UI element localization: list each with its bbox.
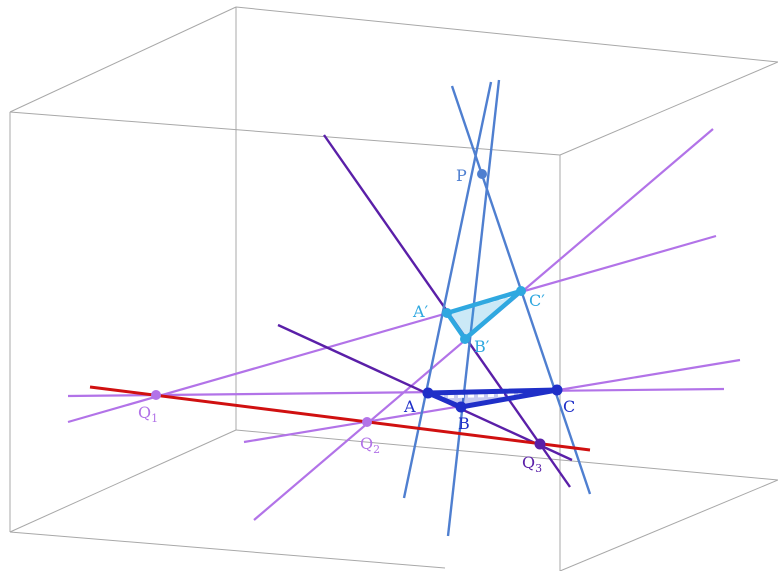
label-q3-base: Q xyxy=(522,453,535,472)
label-q3-sub: 3 xyxy=(535,462,542,475)
label-p: P xyxy=(456,166,467,185)
point-q1 xyxy=(151,390,161,400)
box-edge xyxy=(559,61,778,156)
triangle-abc-dash xyxy=(437,392,546,399)
box-edge xyxy=(559,479,778,571)
label-b: B xyxy=(458,414,470,433)
label-c: C xyxy=(563,397,575,416)
box-edge xyxy=(235,429,778,481)
violet-line xyxy=(67,234,717,424)
point-b xyxy=(455,401,467,413)
box-edge xyxy=(9,531,446,569)
label-a-prime: A′ xyxy=(412,302,429,321)
violet-line xyxy=(67,387,725,398)
label-q1-sub: 1 xyxy=(151,412,158,425)
triangle-abc-prime-fill xyxy=(447,291,521,339)
label-q1-base: Q xyxy=(138,403,151,422)
point-p xyxy=(477,169,487,179)
points xyxy=(151,169,563,450)
box-edge xyxy=(9,111,561,156)
label-q1: Q1 xyxy=(138,403,158,425)
box-edge xyxy=(235,6,778,63)
perspective-line xyxy=(446,79,501,537)
label-c-prime: C′ xyxy=(529,291,545,310)
labels: P A′ C′ B′ A B C Q1 Q2 Q3 xyxy=(138,166,575,475)
label-b-prime: B′ xyxy=(474,337,490,356)
point-q3 xyxy=(534,438,546,450)
label-q2: Q2 xyxy=(360,434,380,456)
box-edge xyxy=(9,429,237,533)
violet-lines xyxy=(67,128,741,521)
triangle-abc-prime-edges xyxy=(445,288,524,342)
point-c-prime xyxy=(516,286,526,296)
label-q3: Q3 xyxy=(522,453,542,475)
point-a xyxy=(422,387,434,399)
desargues-axis xyxy=(89,385,591,452)
triangle-abc xyxy=(427,387,560,410)
point-b-prime xyxy=(460,334,470,344)
label-q2-base: Q xyxy=(360,434,373,453)
point-a-prime xyxy=(442,308,452,318)
point-q2 xyxy=(362,417,372,427)
triangle-abc-edges xyxy=(427,387,560,410)
point-c xyxy=(551,384,563,396)
bounding-box xyxy=(9,6,778,571)
triangle-abc-prime xyxy=(445,288,524,342)
label-q2-sub: 2 xyxy=(373,443,380,456)
box-edge xyxy=(9,6,237,113)
label-a: A xyxy=(403,397,416,416)
